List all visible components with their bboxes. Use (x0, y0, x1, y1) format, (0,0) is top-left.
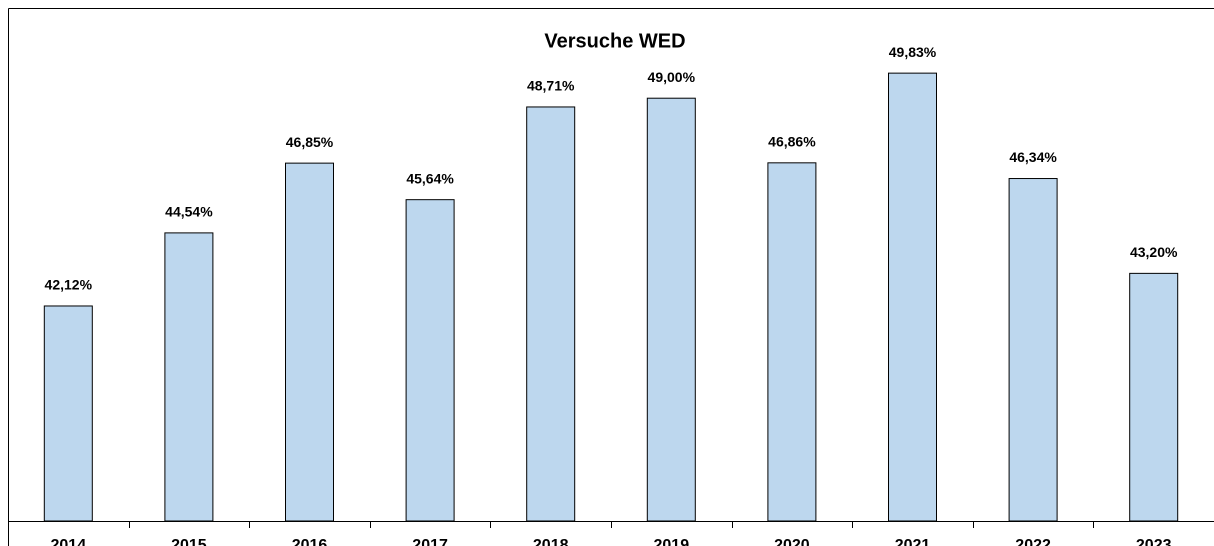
data-label: 46,86% (768, 134, 816, 150)
x-tick-label: 2022 (1015, 537, 1051, 546)
data-label: 48,71% (527, 78, 575, 94)
bar (285, 162, 334, 522)
bar (526, 106, 576, 522)
data-label: 42,12% (45, 277, 93, 293)
x-tick-label: 2014 (51, 537, 87, 546)
bar (767, 162, 817, 522)
data-label: 45,64% (406, 170, 454, 186)
data-label: 43,20% (1130, 244, 1178, 260)
x-tick-label: 2020 (774, 537, 810, 546)
bar (164, 232, 214, 522)
x-tick-label: 2023 (1136, 537, 1172, 546)
x-tick-label: 2019 (654, 537, 690, 546)
x-tick-label: 2017 (412, 537, 448, 546)
data-label: 44,54% (165, 204, 213, 220)
x-tick-label: 2015 (171, 537, 207, 546)
chart-title: Versuche WED (544, 30, 685, 52)
x-tick-label: 2018 (533, 537, 569, 546)
data-label: 46,85% (286, 134, 334, 150)
bar (646, 97, 696, 522)
x-tick-label: 2021 (895, 537, 931, 546)
bar (1129, 272, 1179, 522)
bar (405, 199, 455, 522)
data-label: 49,83% (889, 44, 937, 60)
bar (888, 72, 937, 522)
x-tick-label: 2016 (292, 537, 328, 546)
data-label: 49,00% (648, 69, 696, 85)
bar (43, 305, 93, 522)
data-label: 46,34% (1009, 149, 1057, 165)
bar (1008, 178, 1058, 522)
